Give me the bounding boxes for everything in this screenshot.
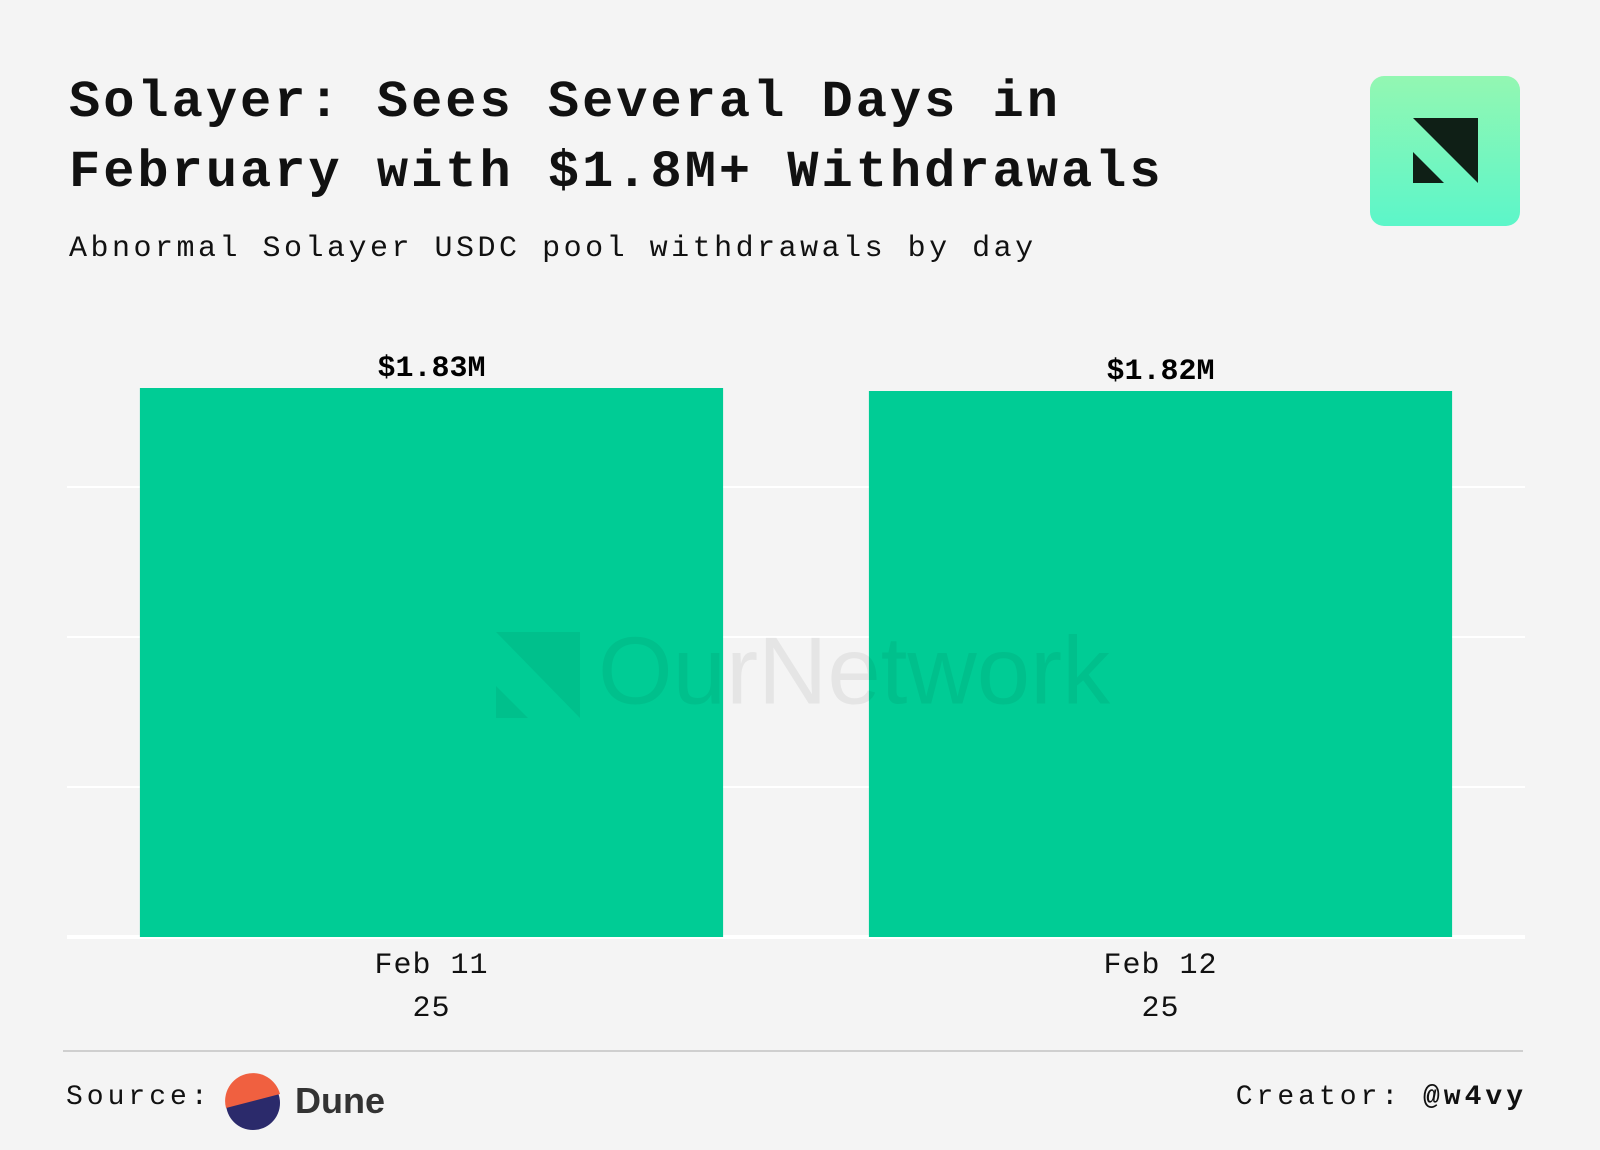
logo [1370,76,1520,226]
watermark: OurNetwork [496,617,1111,724]
value-label: $1.82M [1106,355,1214,389]
creator-handle: @w4vy [1422,1082,1527,1113]
title-highlight: Solayer: [69,73,343,132]
value-label: $1.83M [377,352,485,386]
bar [139,388,724,937]
x-tick-label: Feb 12 25 [1103,949,1218,1026]
bar [868,391,1453,937]
title-text: Sees Several Days in February with $1.8M… [69,73,1164,202]
chart-title: Solayer: Sees Several Days in February w… [69,68,1199,208]
chart-subtitle: Abnormal Solayer USDC pool withdrawals b… [69,232,1037,266]
x-tick-label: Feb 11 25 [374,949,489,1026]
source-name: Dune [295,1080,385,1121]
creator-label: Creator: [1235,1082,1403,1113]
source-label: Source: [66,1082,212,1113]
dune-logo [225,1073,280,1130]
creator: Creator: @w4vy [1236,1082,1527,1113]
watermark-text: OurNetwork [598,617,1111,724]
